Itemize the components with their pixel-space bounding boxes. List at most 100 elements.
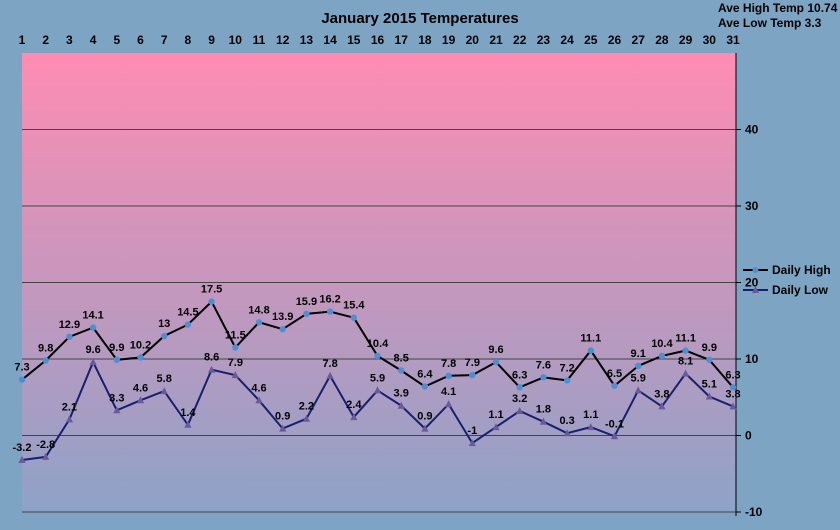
data-label-high: 14.5 (177, 307, 198, 319)
data-label-high: 7.2 (559, 362, 574, 374)
x-tick-label: 13 (300, 33, 314, 47)
data-label-high: 7.9 (465, 357, 480, 369)
data-point-low (113, 406, 121, 414)
data-label-high: 8.5 (394, 352, 409, 364)
data-label-low: 1.8 (536, 404, 551, 416)
y-tick-label: 20 (745, 276, 759, 290)
data-point-high (208, 298, 215, 305)
x-tick-label: 4 (90, 33, 97, 47)
data-point-high (706, 356, 713, 363)
x-tick-label: 24 (560, 33, 574, 47)
data-point-high (563, 377, 571, 384)
data-label-high: 10.2 (130, 339, 151, 351)
data-label-low: -2.8 (36, 439, 55, 451)
x-tick-label: 8 (185, 33, 192, 47)
x-tick-label: 7 (161, 33, 168, 47)
data-label-high: 7.8 (441, 358, 456, 370)
data-label-low: 2.2 (299, 401, 314, 413)
data-label-low: -0.1 (605, 418, 624, 430)
data-label-low: 4.6 (133, 382, 148, 394)
data-point-high (635, 362, 642, 370)
data-label-low: 1.1 (488, 409, 503, 421)
data-label-low: 0.9 (417, 411, 432, 423)
series-layer (18, 298, 737, 463)
data-point-low (539, 417, 547, 425)
data-point-low (208, 365, 216, 373)
data-label-low: -3.2 (13, 442, 32, 454)
data-label-high: 9.9 (702, 342, 717, 354)
data-point-high (729, 384, 737, 391)
y-tick-label: -10 (745, 505, 763, 519)
data-point-low (89, 358, 97, 366)
data-point-high (113, 356, 121, 363)
data-point-high (469, 371, 476, 379)
y-tick-labels: -10 0 10 20 30 40 (745, 123, 763, 520)
data-label-low: 3.9 (394, 388, 409, 400)
data-label-high: 10.4 (367, 338, 389, 350)
x-tick-labels: 1 2 3 4 5 6 7 8 9 10 11 12 13 14 15 16 17 18 19 20 21 22 23 24 2… (19, 33, 740, 47)
x-tick-label: 9 (208, 33, 215, 47)
data-label-low: 5.8 (157, 373, 172, 385)
data-label-high: 16.2 (319, 294, 340, 306)
data-point-low (160, 387, 168, 395)
data-point-low (682, 369, 690, 377)
data-label-low: 0.3 (559, 415, 574, 427)
data-point-low (350, 413, 358, 421)
data-label-low: 1.4 (180, 407, 196, 419)
data-label-low: 3.2 (512, 393, 527, 405)
data-point-high (137, 354, 144, 361)
data-labels: 7.39.812.914.19.9 10.21314.517.511.514.81… (13, 284, 741, 454)
data-point-high (18, 376, 26, 383)
legend-high-label: Daily High (772, 263, 831, 277)
data-label-low: 1.1 (583, 409, 598, 421)
data-point-high (161, 332, 168, 340)
data-label-high: 12.9 (59, 319, 80, 331)
x-tick-label: 6 (137, 33, 144, 47)
data-label-high: 14.8 (248, 304, 269, 316)
data-point-high (516, 384, 523, 391)
data-label-low: 5.9 (631, 372, 646, 384)
legend-low-label: Daily Low (772, 283, 829, 297)
data-point-low (729, 402, 737, 410)
data-label-high: 6.5 (607, 368, 622, 380)
data-label-low: 0.9 (275, 411, 290, 423)
data-point-high (303, 310, 310, 318)
data-point-low (279, 424, 287, 432)
y-tick-label: 40 (745, 123, 759, 137)
data-label-low: 4.6 (251, 382, 266, 394)
data-label-low: 5.9 (370, 372, 385, 384)
data-label-low: 7.9 (228, 357, 243, 369)
data-point-low (563, 429, 571, 437)
data-point-low (658, 402, 666, 410)
x-tick-label: 10 (229, 33, 243, 47)
data-point-low (255, 396, 263, 404)
data-point-high (42, 357, 49, 364)
x-tick-label: 16 (371, 33, 385, 47)
data-label-high: 7.3 (14, 362, 29, 374)
x-tick-label: 25 (584, 33, 598, 47)
x-tick-label: 17 (395, 33, 409, 47)
data-point-low (705, 392, 713, 400)
data-label-low: 7.8 (322, 358, 337, 370)
x-tick-label: 3 (66, 33, 73, 47)
x-tick-label: 1 (19, 33, 26, 47)
data-label-low: 4.1 (441, 386, 456, 398)
x-tick-label: 22 (513, 33, 527, 47)
data-label-low: -1 (467, 425, 477, 437)
data-point-low (587, 423, 595, 431)
data-label-high: 15.4 (343, 300, 365, 312)
data-label-high: 13 (158, 318, 170, 330)
data-point-low (421, 424, 429, 432)
data-point-low (65, 415, 73, 423)
axes (735, 53, 741, 516)
data-label-high: 6.3 (512, 369, 527, 381)
y-tick-label: 0 (745, 429, 752, 443)
data-point-low (397, 401, 405, 409)
x-tick-label: 27 (632, 33, 646, 47)
data-label-high: 9.8 (38, 343, 53, 355)
data-point-low (445, 400, 453, 408)
data-label-low: 8.6 (204, 352, 219, 364)
data-point-high (279, 325, 286, 333)
legend-low-marker (752, 286, 759, 293)
